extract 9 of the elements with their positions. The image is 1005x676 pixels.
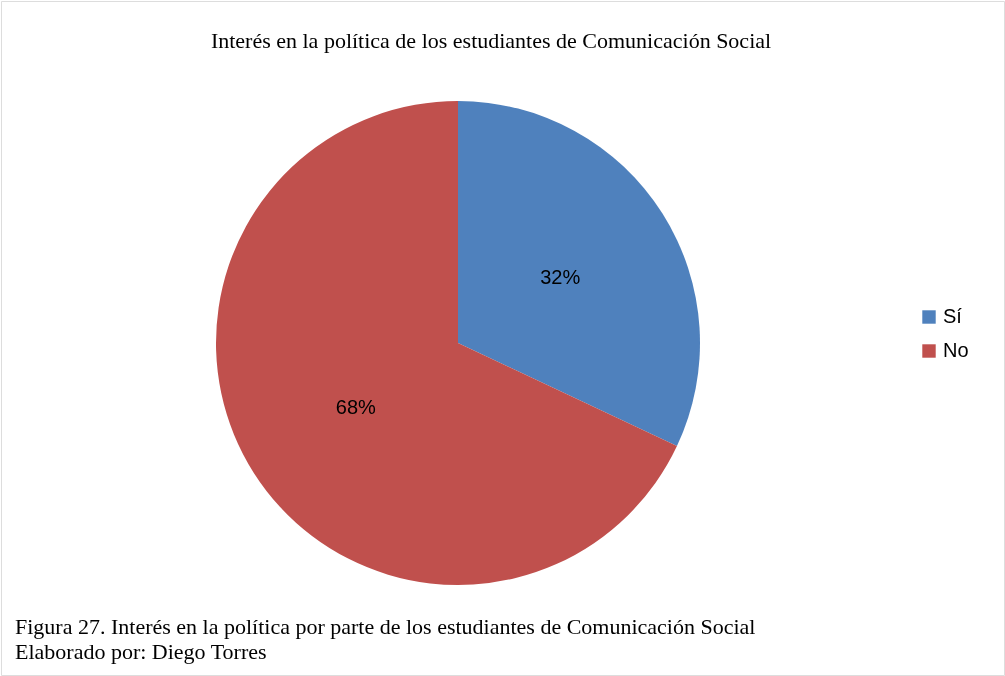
data-label: 32%: [540, 266, 581, 289]
pie-slice: [216, 101, 677, 585]
chart-title: Interés en la política de los estudiantes de Comunicación Social: [210, 28, 772, 53]
data-label: 68%: [335, 395, 377, 418]
legend-label: No: [943, 339, 969, 361]
legend-label: Sí: [943, 305, 963, 327]
text: Elaborado por: Diego Torres: [15, 639, 267, 664]
pie-slice: [458, 101, 700, 447]
text: Figura 27. Interés en la política por parte de los estudiantes de Comunicación Social: [15, 614, 756, 639]
